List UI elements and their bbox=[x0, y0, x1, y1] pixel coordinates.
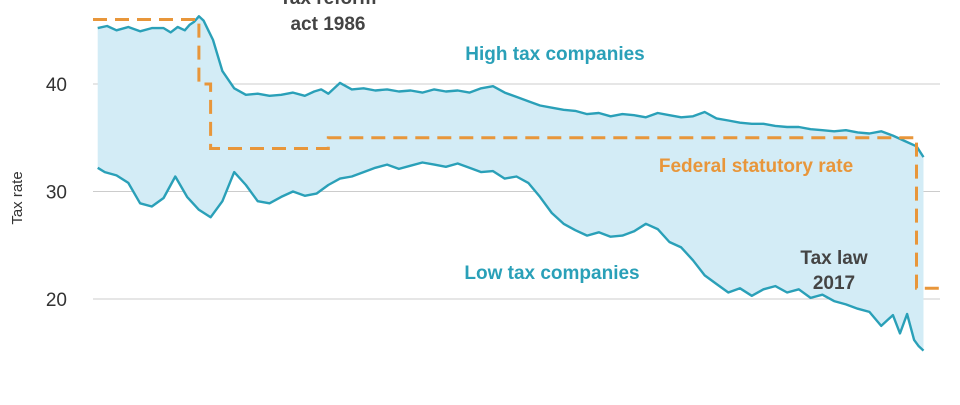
band-layer bbox=[97, 16, 924, 351]
annotation-reform1: Tax reform bbox=[280, 0, 377, 9]
annotation-fed: Federal statutory rate bbox=[659, 156, 853, 177]
y-axis-label: Tax rate bbox=[9, 171, 26, 224]
high-tax-series-line bbox=[97, 15, 925, 158]
line-layer bbox=[93, 15, 940, 352]
annotation-low: Low tax companies bbox=[464, 263, 639, 284]
annotation-layer: High tax companies Low tax companies Feder… bbox=[280, 0, 868, 294]
annotation-law1: Tax law bbox=[800, 248, 867, 269]
tick-layer: 10203040 bbox=[46, 75, 67, 405]
y-tick-label-20: 20 bbox=[46, 290, 67, 311]
annotation-reform2: act 1986 bbox=[290, 14, 365, 35]
low-tax-series-line bbox=[97, 161, 925, 352]
y-tick-label-30: 30 bbox=[46, 183, 67, 204]
y-tick-label-40: 40 bbox=[46, 75, 67, 96]
annotation-law2: 2017 bbox=[813, 273, 855, 294]
annotation-high: High tax companies bbox=[465, 44, 645, 65]
tax-band-area bbox=[97, 16, 924, 351]
federal-rate-series-line bbox=[93, 18, 940, 290]
